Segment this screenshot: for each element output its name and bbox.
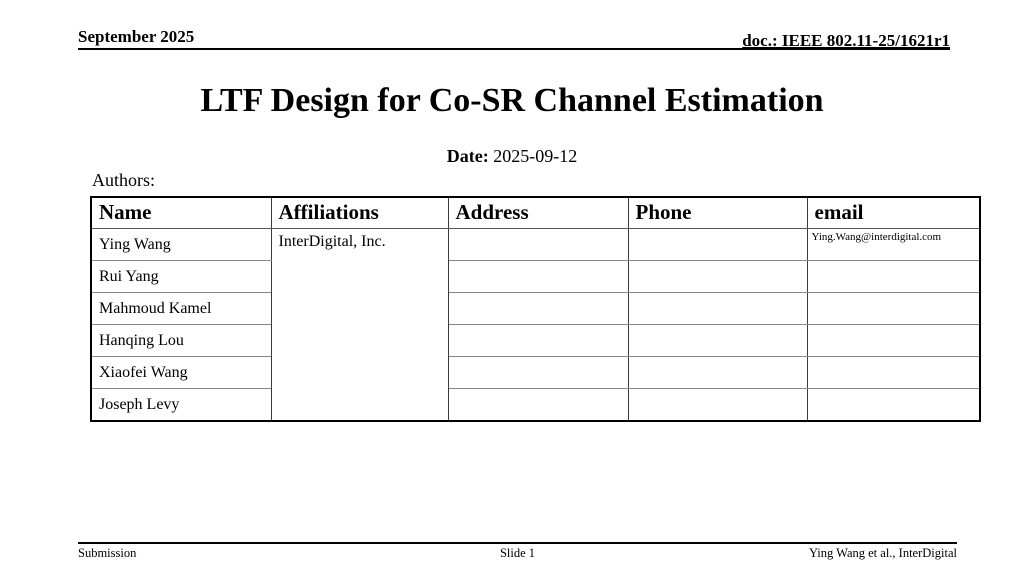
- email-cell: [806, 356, 981, 389]
- address-cell: [447, 324, 629, 357]
- column-header-phone: Phone: [627, 197, 808, 229]
- authors-label: Authors:: [92, 170, 155, 190]
- phone-cell: [627, 356, 808, 389]
- authors-table: Name Affiliations Address Phone email Yi…: [90, 196, 981, 422]
- email-cell: [806, 324, 981, 357]
- phone-cell: [627, 228, 808, 261]
- header-date: September 2025: [78, 27, 195, 46]
- address-cell: [447, 388, 629, 422]
- phone-cell: [627, 324, 808, 357]
- column-header-affiliations: Affiliations: [270, 197, 449, 229]
- column-header-address: Address: [447, 197, 629, 229]
- address-cell: [447, 292, 629, 325]
- author-name: Rui Yang: [90, 260, 272, 293]
- date-label: Date:: [446, 146, 489, 166]
- author-name: Ying Wang: [90, 228, 272, 261]
- affiliation-cell: InterDigital, Inc.: [270, 228, 449, 422]
- address-cell: [447, 260, 629, 293]
- header-doc-number: doc.: IEEE 802.11-25/1621r1: [742, 31, 950, 50]
- phone-cell: [627, 260, 808, 293]
- footer-slide-number: Slide 1: [499, 546, 536, 560]
- author-name: Joseph Levy: [90, 388, 272, 422]
- author-name: Hanqing Lou: [90, 324, 272, 357]
- phone-cell: [627, 388, 808, 422]
- table-row: Rui Yang: [90, 260, 981, 293]
- table-row: Mahmoud Kamel: [90, 292, 981, 325]
- slide-header: September 2025 doc.: IEEE 802.11-25/1621…: [78, 27, 950, 50]
- email-cell: [806, 260, 981, 293]
- column-header-name: Name: [90, 197, 272, 229]
- email-cell: [806, 292, 981, 325]
- table-row: Ying Wang InterDigital, Inc. Ying.Wang@i…: [90, 228, 981, 422]
- email-cell: [806, 388, 981, 422]
- address-cell: [447, 356, 629, 389]
- email-cell: Ying.Wang@interdigital.com: [806, 228, 981, 261]
- footer-submission: Submission: [78, 546, 137, 560]
- table-row: Hanqing Lou: [90, 324, 981, 357]
- column-header-email: email: [806, 197, 981, 229]
- slide-footer: Submission Slide 1 Ying Wang et al., Int…: [78, 542, 957, 561]
- author-name: Xiaofei Wang: [90, 356, 272, 389]
- date-value: 2025-09-12: [493, 146, 578, 166]
- page-title: LTF Design for Co-SR Channel Estimation: [200, 82, 824, 119]
- author-name: Mahmoud Kamel: [90, 292, 272, 325]
- table-row: Joseph Levy: [90, 388, 981, 422]
- date-line: Date: 2025-09-12: [0, 146, 1024, 167]
- phone-cell: [627, 292, 808, 325]
- table-row: Xiaofei Wang: [90, 356, 981, 389]
- address-cell: [447, 228, 629, 261]
- footer-attribution: Ying Wang et al., InterDigital: [808, 546, 957, 560]
- table-header-row: Name Affiliations Address Phone email: [90, 197, 981, 229]
